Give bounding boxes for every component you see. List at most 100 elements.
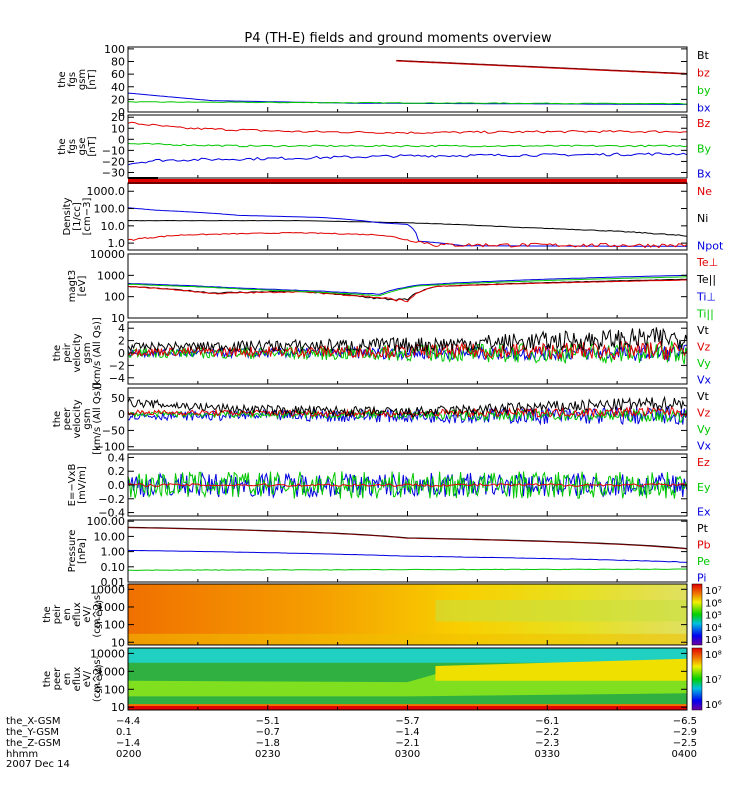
ti-par-line xyxy=(127,276,688,297)
ytick-label: 0.0 xyxy=(108,479,126,492)
ytick-label: −100 xyxy=(95,441,125,454)
ylabel-line: eV/ xyxy=(82,606,93,623)
ylabel-line: [eV] xyxy=(77,276,88,297)
ytick-label: 100 xyxy=(104,619,125,632)
xaxis-row-label: the_Z-GSM xyxy=(6,738,61,749)
colorbar-tick-label: 10⁷ xyxy=(705,675,722,686)
by-line xyxy=(127,142,688,148)
ytick-label: 10 xyxy=(111,312,125,325)
ylabel-line: [nT] xyxy=(87,136,98,156)
ytick-label: 100.00 xyxy=(87,515,126,528)
ey-line xyxy=(127,471,688,499)
legend-Pi: Pi xyxy=(697,572,706,585)
ylabel-line: gse xyxy=(77,138,88,156)
legend-Vt: Vt xyxy=(697,390,710,403)
ytick-label: 10000 xyxy=(90,248,125,261)
ytick-label: 20 xyxy=(111,111,125,124)
ytick-label: 80 xyxy=(111,56,125,69)
ylabel-line: peer xyxy=(62,407,73,431)
xaxis-value: −1.4 xyxy=(116,738,140,749)
ytick-label: 100 xyxy=(104,291,125,304)
panel-peer-eflux: 10 100 1000 10000 the peer en eflux eV/(cm^2-s-s… xyxy=(42,647,722,714)
x-axis-annotation: the_X-GSM −4.4 −5.1 −5.7 −6.1 −6.5 the_Y-GSM 0.… xyxy=(6,716,697,760)
ylabel-line: (cm^2-s- xyxy=(92,655,103,702)
ylabel-line: (cm^2-s- xyxy=(92,591,103,638)
ylabel-line: [nPa] xyxy=(77,538,88,564)
xaxis-value: −6.1 xyxy=(535,716,559,727)
xaxis-value: 0.1 xyxy=(116,727,132,738)
pb-line xyxy=(127,527,688,550)
ylabel-line: the xyxy=(52,411,63,427)
legend-Pe: Pe xyxy=(697,555,710,568)
ylabel-line: peir xyxy=(52,604,63,624)
ytick-label: −4 xyxy=(109,372,125,385)
panel-efield: −0.4−0.20.00.20.4 E=−VxB [mV/m] Ez Ey Ex xyxy=(67,451,711,519)
ylabel-line: eflux xyxy=(72,667,83,692)
xaxis-value: −2.3 xyxy=(535,738,559,749)
legend-Vt: Vt xyxy=(697,324,710,337)
ylabel-line: the xyxy=(57,71,68,87)
ytick-label: 1000 xyxy=(97,601,125,614)
legend-Pb: Pb xyxy=(697,539,711,552)
ytick-label: 100.0 xyxy=(94,203,126,216)
figure-title: P4 (TH-E) fields and ground moments over… xyxy=(244,31,552,46)
legend-Vz: Vz xyxy=(697,341,711,354)
ylabel-line: [km/s (All Qs)] xyxy=(92,383,103,455)
ylabel-line: eV/ xyxy=(82,670,93,687)
ytick-label: 40 xyxy=(111,81,125,94)
ylabel-line: velocity xyxy=(72,399,83,438)
legend-Ti||: Ti|| xyxy=(696,308,714,321)
ytick-label: −30 xyxy=(102,166,125,179)
legend-Ez: Ez xyxy=(697,456,710,469)
density-flag-marker xyxy=(128,177,158,179)
ytick-label: 100 xyxy=(104,43,125,56)
panel-pressure: 0.01 0.10 1.00 10.00 100.00 Pressure [nPa] Pt Pb… xyxy=(67,515,711,589)
ylabel-line: magt3 xyxy=(67,270,78,303)
ylabel-line: [km/s (All Qs)] xyxy=(92,317,103,389)
panel-density: 1.0 10.0 100.0 1000.0 Density [1/cc] [cm−3] Ne N… xyxy=(62,177,724,252)
xaxis-value: −6.5 xyxy=(673,716,697,727)
ytick-label: 60 xyxy=(111,68,125,81)
xaxis-value: −2.5 xyxy=(673,738,697,749)
ti-perp-line xyxy=(127,274,688,295)
xaxis-value: −2.9 xyxy=(673,727,697,738)
panel-frame xyxy=(127,453,688,517)
ytick-label: 2 xyxy=(118,335,125,348)
xaxis-value: −2.2 xyxy=(535,727,559,738)
date-label: 2007 Dec 14 xyxy=(6,759,70,770)
xaxis-value: −1.4 xyxy=(395,727,419,738)
legend-Bx: Bx xyxy=(697,168,712,181)
legend-Vz: Vz xyxy=(697,407,711,420)
ytick-label: 1.0 xyxy=(108,237,126,250)
peir-low-energy-band xyxy=(128,633,687,645)
ylabel-line: [nT] xyxy=(87,69,98,89)
legend-By: By xyxy=(697,142,712,155)
ylabel-line: en xyxy=(62,673,73,686)
ytick-label: 20 xyxy=(111,93,125,106)
xaxis-value: 0400 xyxy=(672,749,697,760)
ytick-label: 10000 xyxy=(90,647,125,660)
ylabel-line: gsm xyxy=(82,408,93,429)
ytick-label: 1000.0 xyxy=(87,185,126,198)
te-perp-line xyxy=(127,279,687,303)
legend-Vy: Vy xyxy=(697,357,711,370)
legend-Ti⊥: Ti⊥ xyxy=(696,290,716,303)
panel-frame xyxy=(127,114,688,179)
ylabel-line: [mV/m] xyxy=(77,466,88,504)
ytick-label: 10 xyxy=(111,636,125,649)
legend-Ni: Ni xyxy=(697,212,708,225)
panel-temperature: 10 100 1000 10000 magt3 [eV] Te⊥ Te|| Ti⊥ Ti|| xyxy=(67,248,718,325)
ytick-label: −50 xyxy=(102,424,125,437)
legend-Npot: Npot xyxy=(697,239,724,252)
ylabel-line: fgs xyxy=(67,72,78,87)
colorbar-tick-label: 10⁷ xyxy=(705,586,722,597)
legend-Ex: Ex xyxy=(697,506,711,519)
ylabel-line: the xyxy=(42,606,53,622)
xaxis-row-label: the_Y-GSM xyxy=(6,727,59,738)
xaxis-row-label: hhmm xyxy=(6,749,38,760)
bz-line xyxy=(396,60,688,75)
